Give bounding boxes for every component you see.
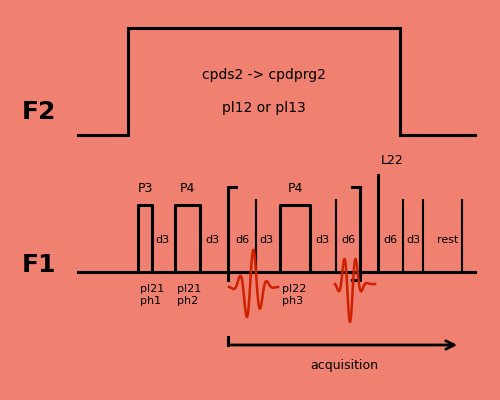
Text: ph1: ph1 bbox=[140, 296, 161, 306]
Text: d6: d6 bbox=[235, 235, 249, 245]
Text: ph2: ph2 bbox=[177, 296, 198, 306]
Text: ph3: ph3 bbox=[282, 296, 303, 306]
Text: pl21: pl21 bbox=[177, 284, 201, 294]
Text: P4: P4 bbox=[288, 182, 302, 195]
Text: pl12 or pl13: pl12 or pl13 bbox=[222, 101, 306, 115]
Text: d3: d3 bbox=[259, 235, 273, 245]
Text: P4: P4 bbox=[180, 182, 195, 195]
Text: cpds2 -> cpdprg2: cpds2 -> cpdprg2 bbox=[202, 68, 326, 82]
Text: acquisition: acquisition bbox=[310, 359, 378, 372]
Text: pl22: pl22 bbox=[282, 284, 306, 294]
Text: F1: F1 bbox=[22, 253, 56, 277]
Text: d3: d3 bbox=[155, 235, 169, 245]
Text: F2: F2 bbox=[22, 100, 56, 124]
Text: d3: d3 bbox=[205, 235, 219, 245]
Text: rest: rest bbox=[438, 235, 458, 245]
Text: P3: P3 bbox=[138, 182, 152, 195]
Text: L22: L22 bbox=[381, 154, 404, 167]
Text: pl21: pl21 bbox=[140, 284, 164, 294]
Text: d3: d3 bbox=[315, 235, 329, 245]
Text: d6: d6 bbox=[341, 235, 355, 245]
Text: d3: d3 bbox=[406, 235, 420, 245]
Text: d6: d6 bbox=[383, 235, 397, 245]
